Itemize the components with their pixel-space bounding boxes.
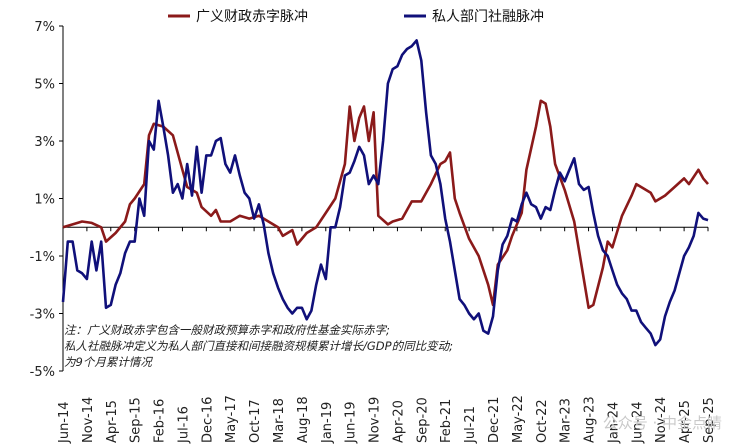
x-tick-label: Mar-23 [559, 398, 574, 443]
x-tick-label: Apr-15 [105, 400, 120, 443]
x-tick-label: Jun-14 [57, 401, 72, 444]
x-tick-label: Oct-17 [248, 399, 263, 443]
x-tick-label: Jan-24 [606, 402, 621, 444]
x-tick-label: Jun-19 [344, 401, 359, 444]
x-tick-label: Sep-15 [129, 397, 144, 443]
y-tick-label: 7% [34, 20, 55, 35]
x-tick-label: May-17 [224, 395, 239, 443]
legend-label: 广义财政赤字脉冲 [196, 9, 308, 25]
x-tick-label: Nov-14 [81, 397, 96, 443]
x-tick-label: Mar-18 [272, 398, 287, 443]
x-tick-label: Jul-21 [463, 406, 478, 444]
x-tick-label: Jul-16 [176, 406, 191, 444]
watermark: 公众号 · 中金点睛 [602, 414, 722, 432]
x-tick-label: Dec-21 [487, 397, 502, 443]
x-tick-label: Feb-21 [439, 399, 454, 443]
y-tick-label: -3% [30, 308, 55, 323]
x-tick-label: Aug-23 [583, 396, 598, 443]
x-tick-label: Feb-16 [153, 399, 168, 443]
x-tick-label: Oct-22 [535, 399, 550, 443]
x-tick-label: Sep-20 [415, 397, 430, 443]
legend-label: 私人部门社融脉冲 [432, 9, 544, 25]
x-tick-label: Apr-25 [678, 400, 693, 443]
x-tick-label: Aug-18 [296, 396, 311, 443]
x-tick-label: Nov-24 [654, 397, 669, 443]
series-line-private-credit-impulse [61, 39, 709, 347]
x-tick-label: Apr-20 [391, 400, 406, 443]
x-tick-label: Jun-24 [630, 401, 645, 444]
y-tick-label: 3% [34, 135, 55, 150]
y-tick-label: 1% [34, 193, 55, 208]
x-tick-label: Nov-19 [368, 397, 383, 443]
series-line-fiscal-deficit-impulse [62, 99, 709, 310]
x-tick-label: Sep-25 [702, 397, 717, 443]
y-tick-label: -1% [30, 250, 55, 265]
x-tick-label: Dec-16 [200, 397, 215, 443]
y-tick-label: -5% [30, 365, 55, 380]
chart-note-line-2: 私人社融脉冲定义为私人部门直接和间接融资规模累计增长/GDP的同比变动; [64, 339, 453, 353]
x-tick-label: May-22 [511, 395, 526, 443]
y-tick-label: 5% [34, 78, 55, 93]
x-tick-label: Jan-19 [320, 402, 335, 444]
chart-note-line-1: 注：广义财政赤字包含一般财政预算赤字和政府性基金实际赤字; [64, 323, 390, 337]
chart-note-line-3: 为9个月累计情况 [64, 355, 152, 369]
